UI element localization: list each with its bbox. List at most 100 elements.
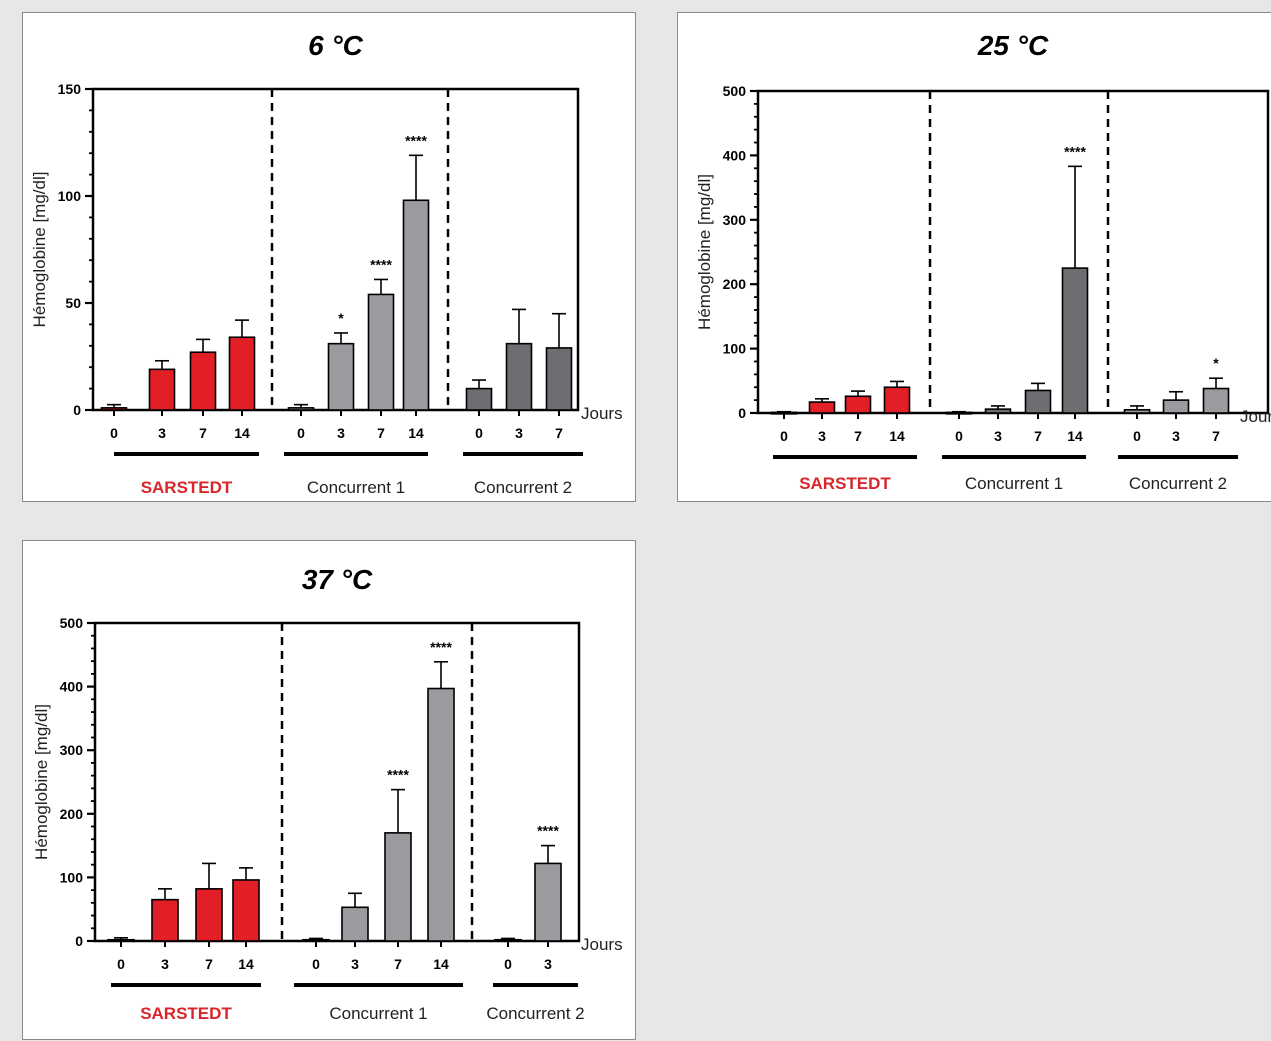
y-axis-label: Hémoglobine [mg/dl] [32,704,51,860]
x-axis-unit: Jours [581,404,623,423]
chart-title: 6 °C [308,30,364,61]
y-axis-label: Hémoglobine [mg/dl] [30,172,49,328]
y-tick-label: 400 [60,679,84,695]
x-tick-label: 14 [889,428,905,444]
y-tick-label: 300 [60,742,84,758]
x-tick-label: 7 [1034,428,1042,444]
x-tick-label: 7 [199,425,207,441]
x-tick-label: 7 [1212,428,1220,444]
x-tick-label: 0 [475,425,483,441]
x-tick-label: 0 [504,956,512,972]
significance-label: * [338,310,344,326]
bar [1202,387,1230,414]
group-label: SARSTEDT [141,478,233,497]
significance-label: **** [1064,143,1086,159]
x-tick-label: 7 [377,425,385,441]
bar [402,199,430,411]
y-tick-label: 100 [723,341,747,357]
bar [327,342,355,411]
x-tick-label: 3 [515,425,523,441]
bar [341,906,369,942]
x-tick-label: 0 [297,425,305,441]
y-tick-label: 400 [723,147,747,163]
x-axis-unit: Jours [581,935,623,954]
chart-title: 37 °C [302,564,373,595]
bar [384,832,412,942]
bar [1061,267,1089,414]
plot-frame [93,621,581,943]
chart-panel-37c: 37 °C Hémoglobine [mg/dl] 0 100 200 300 400 500… [22,540,636,1040]
significance-label: **** [387,767,409,783]
x-tick-label: 3 [1172,428,1180,444]
x-tick-label: 14 [1067,428,1083,444]
plot-frame [756,89,1270,415]
x-tick-label: 3 [337,425,345,441]
x-tick-label: 3 [818,428,826,444]
group-label: Concurrent 2 [486,1004,584,1023]
y-tick-label: 200 [60,806,84,822]
y-tick-label: 0 [738,405,746,421]
bar [195,888,223,942]
bar [883,386,911,414]
x-tick-label: 7 [394,956,402,972]
bar [367,293,395,411]
bar [505,342,533,411]
chart-svg-6c: 6 °C Hémoglobine [mg/dl] 0 50 100 150 0 3 7 14 SAR… [30,30,623,497]
significance-label: **** [370,256,392,272]
bar [808,401,836,414]
bar [534,862,562,942]
bar [1123,408,1151,414]
bar [427,687,455,942]
y-tick-label: 0 [75,933,83,949]
y-tick-label: 50 [65,295,81,311]
bar [1024,389,1052,414]
y-tick-label: 300 [723,212,747,228]
x-tick-label: 0 [955,428,963,444]
x-tick-label: 3 [544,956,552,972]
bar [232,879,260,942]
y-tick-label: 100 [58,188,82,204]
x-tick-label: 0 [312,956,320,972]
x-tick-label: 0 [117,956,125,972]
x-axis-unit: Jours [1240,407,1271,426]
y-tick-label: 500 [723,83,747,99]
group-label: Concurrent 2 [474,478,572,497]
x-tick-label: 14 [408,425,424,441]
x-tick-label: 3 [158,425,166,441]
chart-title: 25 °C [977,30,1049,61]
y-tick-label: 0 [73,402,81,418]
chart-panel-25c: 25 °C Hémoglobine [mg/dl] 0 100 200 300 400 500… [677,12,1271,502]
x-tick-label: 7 [854,428,862,444]
bar [100,407,128,411]
y-tick-label: 150 [58,81,82,97]
bar [545,347,573,411]
x-tick-label: 0 [1133,428,1141,444]
y-tick-label: 100 [60,869,84,885]
group-label: SARSTEDT [140,1004,232,1023]
bar [844,395,872,414]
significance-label: **** [537,823,559,839]
group-label: SARSTEDT [799,474,891,493]
x-tick-label: 3 [161,956,169,972]
x-tick-label: 7 [555,425,563,441]
bar [228,336,256,411]
significance-label: **** [405,132,427,148]
bar [148,368,176,411]
bar [151,898,179,942]
significance-label: * [1213,355,1219,371]
x-tick-label: 0 [110,425,118,441]
bar [984,408,1012,414]
bar [189,351,217,411]
bar [287,407,315,411]
x-tick-label: 0 [780,428,788,444]
x-tick-label: 7 [205,956,213,972]
x-tick-label: 14 [234,425,250,441]
group-label: Concurrent 2 [1129,474,1227,493]
x-tick-label: 3 [994,428,1002,444]
y-tick-label: 200 [723,276,747,292]
x-tick-label: 14 [238,956,254,972]
group-label: Concurrent 1 [307,478,405,497]
significance-label: **** [430,639,452,655]
